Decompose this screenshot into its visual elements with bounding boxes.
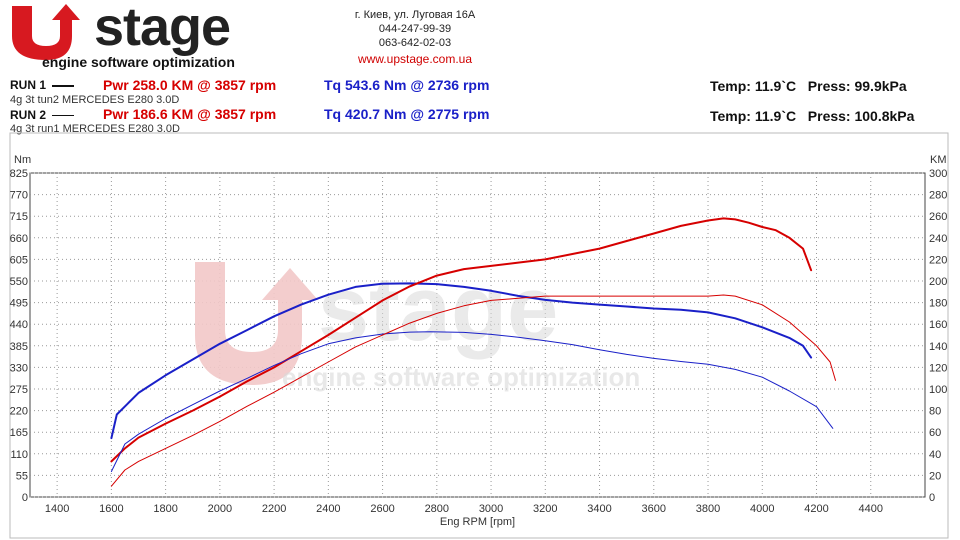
x-tick-label: 2600 <box>370 503 394 515</box>
x-tick-label: 1400 <box>45 503 69 515</box>
y-left-tick-label: 605 <box>10 254 28 266</box>
y-right-tick-label: 120 <box>929 362 947 374</box>
chart-outer-frame <box>9 132 949 539</box>
y-left-tick-label: 165 <box>10 427 28 439</box>
y-left-tick-label: 385 <box>10 341 28 353</box>
y-left-tick-label: 440 <box>10 319 28 331</box>
y-left-tick-label: 330 <box>10 362 28 374</box>
series-run-2-power-line <box>110 294 836 487</box>
x-tick-label: 2200 <box>262 503 286 515</box>
run-2-temp: Temp: 11.9`C <box>710 108 797 124</box>
y-right-tick-label: 300 <box>929 168 947 180</box>
plot-area <box>29 172 926 498</box>
y-right-tick-label: 220 <box>929 254 947 266</box>
y-right-tick-label: 100 <box>929 384 947 396</box>
x-tick-label: 4400 <box>859 503 883 515</box>
run-1-legend: RUN 1 <box>10 78 80 92</box>
y-right-tick-label: 40 <box>929 449 941 461</box>
x-tick-label: 3400 <box>587 503 611 515</box>
run-2-line-sample <box>52 115 75 117</box>
y-left-tick-label: 220 <box>10 406 28 418</box>
watermark-logo-icon <box>195 262 318 385</box>
phone-2: 063-642-02-03 <box>378 37 452 49</box>
y-right-tick-label: 80 <box>929 406 941 418</box>
run-2-label: RUN 2 <box>10 108 47 122</box>
upstage-logo-u-arrow-icon <box>12 4 80 60</box>
y-right-tick-label: 280 <box>929 190 947 202</box>
run-1-label: RUN 1 <box>10 78 47 92</box>
run-1-description: 4g 3t tun2 MERCEDES E280 3.0D <box>10 94 180 106</box>
y-right-tick-label: 180 <box>929 298 947 310</box>
website-link[interactable]: www.upstage.com.ua <box>357 52 473 66</box>
run-2-torque: Tq 420.7 Nm @ 2775 rpm <box>324 106 490 122</box>
run-1-conditions: Temp: 11.9`C Press: 99.9kPa <box>710 78 907 94</box>
run-2-description: 4g 3t run1 MERCEDES E280 3.0D <box>10 123 180 135</box>
run-2-conditions: Temp: 11.9`C Press: 100.8kPa <box>710 108 914 124</box>
run-2-power: Pwr 186.6 KM @ 3857 rpm <box>103 106 277 122</box>
y-left-tick-label: 55 <box>16 470 28 482</box>
y-left-tick-label: 110 <box>10 449 28 461</box>
phone-1: 044-247-99-39 <box>378 23 452 35</box>
watermark-wordmark: stage <box>318 258 558 360</box>
x-tick-label: 3000 <box>479 503 503 515</box>
series-run-2-torque-line <box>110 331 834 472</box>
x-axis-label: Eng RPM [rpm] <box>440 516 515 528</box>
y-right-tick-label: 260 <box>929 211 947 223</box>
run-1-torque: Tq 543.6 Nm @ 2736 rpm <box>324 77 490 93</box>
run-1-temp: Temp: 11.9`C <box>710 78 797 94</box>
y-right-axis-label: KM <box>930 154 947 166</box>
run-2-legend: RUN 2 <box>10 108 80 122</box>
y-left-tick-label: 715 <box>10 211 28 223</box>
x-tick-label: 4200 <box>804 503 828 515</box>
y-right-tick-label: 240 <box>929 233 947 245</box>
y-right-tick-label: 200 <box>929 276 947 288</box>
logo-tagline: engine software optimization <box>42 54 235 70</box>
x-tick-label: 3200 <box>533 503 557 515</box>
contact-block: г. Киев, ул. Луговая 16А 044-247-99-39 0… <box>330 8 500 66</box>
x-tick-label: 1800 <box>153 503 177 515</box>
y-right-tick-label: 60 <box>929 427 941 439</box>
run-1-power: Pwr 258.0 KM @ 3857 rpm <box>103 77 277 93</box>
y-left-tick-label: 495 <box>10 298 28 310</box>
y-right-tick-label: 0 <box>929 492 935 504</box>
run-1-line-sample <box>52 84 75 87</box>
x-tick-label: 2800 <box>425 503 449 515</box>
y-left-tick-label: 550 <box>10 276 28 288</box>
watermark-tagline: engine software optimization <box>282 362 640 392</box>
x-tick-label: 1600 <box>99 503 123 515</box>
series-run-1-torque-line <box>110 282 813 440</box>
upstage-logo: stage engine software optimization <box>6 0 306 72</box>
run-1-press: Press: 99.9kPa <box>807 78 907 94</box>
logo-wordmark: stage <box>94 0 231 57</box>
series-run-1-power-line <box>110 217 813 463</box>
y-right-tick-label: 140 <box>929 341 947 353</box>
x-tick-label: 4000 <box>750 503 774 515</box>
run-2-press: Press: 100.8kPa <box>807 108 915 124</box>
y-left-tick-label: 660 <box>10 233 28 245</box>
y-left-tick-label: 0 <box>22 492 28 504</box>
x-tick-label: 3800 <box>696 503 720 515</box>
y-right-tick-label: 160 <box>929 319 947 331</box>
x-tick-label: 2400 <box>316 503 340 515</box>
y-left-tick-label: 275 <box>10 384 28 396</box>
y-left-axis-label: Nm <box>14 154 31 166</box>
y-left-tick-label: 825 <box>10 168 28 180</box>
y-right-tick-label: 20 <box>929 470 941 482</box>
x-tick-label: 3600 <box>642 503 666 515</box>
address: г. Киев, ул. Луговая 16А <box>354 9 476 21</box>
x-tick-label: 2000 <box>208 503 232 515</box>
y-left-tick-label: 770 <box>10 190 28 202</box>
